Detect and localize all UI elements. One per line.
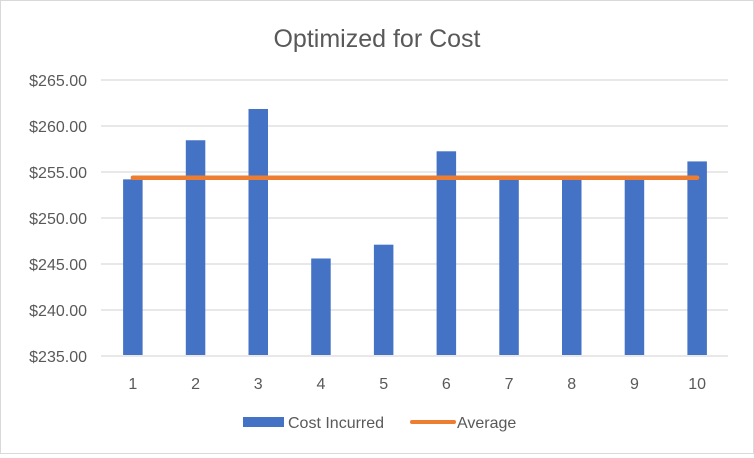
y-tick-label: $240.00 bbox=[29, 303, 87, 320]
y-tick-label: $235.00 bbox=[29, 349, 87, 366]
bar-cost-incurred-8 bbox=[562, 177, 582, 355]
bar-cost-incurred-7 bbox=[499, 177, 519, 355]
x-tick-label: 7 bbox=[505, 376, 514, 393]
y-tick-label: $255.00 bbox=[29, 165, 87, 182]
x-tick-label: 2 bbox=[191, 376, 200, 393]
y-tick-label: $245.00 bbox=[29, 257, 87, 274]
bar-cost-incurred-4 bbox=[311, 258, 331, 355]
x-tick-label: 1 bbox=[128, 376, 137, 393]
x-tick-label: 10 bbox=[688, 376, 706, 393]
bar-cost-incurred-1 bbox=[123, 179, 143, 355]
x-tick-label: 5 bbox=[379, 376, 388, 393]
y-tick-label: $265.00 bbox=[29, 73, 87, 90]
x-tick-label: 9 bbox=[630, 376, 639, 393]
chart-title: Optimized for Cost bbox=[273, 25, 480, 53]
bar-cost-incurred-10 bbox=[687, 161, 707, 355]
x-tick-label: 4 bbox=[316, 376, 325, 393]
bar-cost-incurred-3 bbox=[248, 108, 268, 355]
y-tick-label: $250.00 bbox=[29, 211, 87, 228]
x-tick-label: 3 bbox=[254, 376, 263, 393]
x-tick-label: 6 bbox=[442, 376, 451, 393]
bar-cost-incurred-5 bbox=[373, 244, 394, 355]
bar-cost-incurred-9 bbox=[624, 177, 645, 355]
legend-label-cost-incurred: Cost Incurred bbox=[288, 415, 384, 432]
legend-label-average: Average bbox=[457, 415, 516, 432]
bar-cost-incurred-6 bbox=[436, 151, 457, 355]
legend-swatch-cost-incurred bbox=[243, 417, 284, 427]
legend: Cost Incurred Average bbox=[243, 415, 516, 432]
bar-cost-incurred-2 bbox=[185, 140, 206, 355]
y-tick-label: $260.00 bbox=[29, 119, 87, 136]
x-tick-label: 8 bbox=[567, 376, 576, 393]
